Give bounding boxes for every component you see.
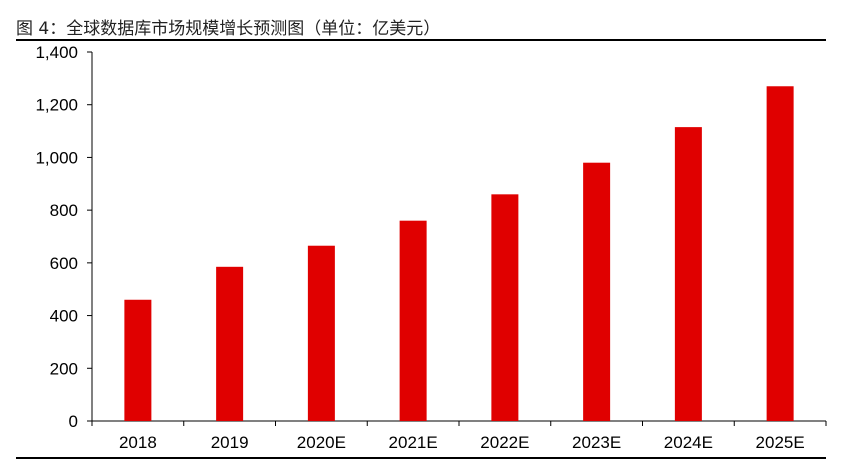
y-tick-label: 1,000 xyxy=(35,148,78,167)
y-axis: 0 200 400 600 800 1,000 1,200 1,400 xyxy=(35,43,93,431)
y-tick-label: 400 xyxy=(50,307,78,326)
bar-2022E xyxy=(491,194,519,421)
x-tick-label: 2023E xyxy=(572,433,621,452)
x-tick-label: 2020E xyxy=(297,433,346,452)
x-tick-label: 2021E xyxy=(389,433,438,452)
y-tick-label: 600 xyxy=(50,254,78,273)
x-tick-label: 2019 xyxy=(211,433,249,452)
x-tick-label: 2024E xyxy=(664,433,713,452)
bar-2021E xyxy=(399,220,427,421)
x-axis: 2018 2019 2020E 2021E 2022E 2023E 2024E 2025E xyxy=(91,420,827,452)
bar-2020E xyxy=(307,245,335,421)
bar-2023E xyxy=(583,162,611,421)
y-tick-label: 800 xyxy=(50,201,78,220)
bar-2018 xyxy=(124,299,152,421)
x-tick-label: 2018 xyxy=(119,433,157,452)
bottom-rule xyxy=(16,457,826,459)
bar-2025E xyxy=(766,86,794,421)
bars xyxy=(124,86,794,421)
bar-2019 xyxy=(216,266,244,421)
y-tick-label: 200 xyxy=(50,359,78,378)
y-tick-label: 1,400 xyxy=(35,43,78,62)
y-tick-label: 0 xyxy=(69,412,78,431)
x-tick-label: 2025E xyxy=(756,433,805,452)
figure-title: 图 4：全球数据库市场规模增长预测图（单位：亿美元） xyxy=(16,19,441,39)
x-tick-label: 2022E xyxy=(480,433,529,452)
y-tick-label: 1,200 xyxy=(35,96,78,115)
bar-2024E xyxy=(674,127,702,421)
top-rule xyxy=(16,39,826,41)
